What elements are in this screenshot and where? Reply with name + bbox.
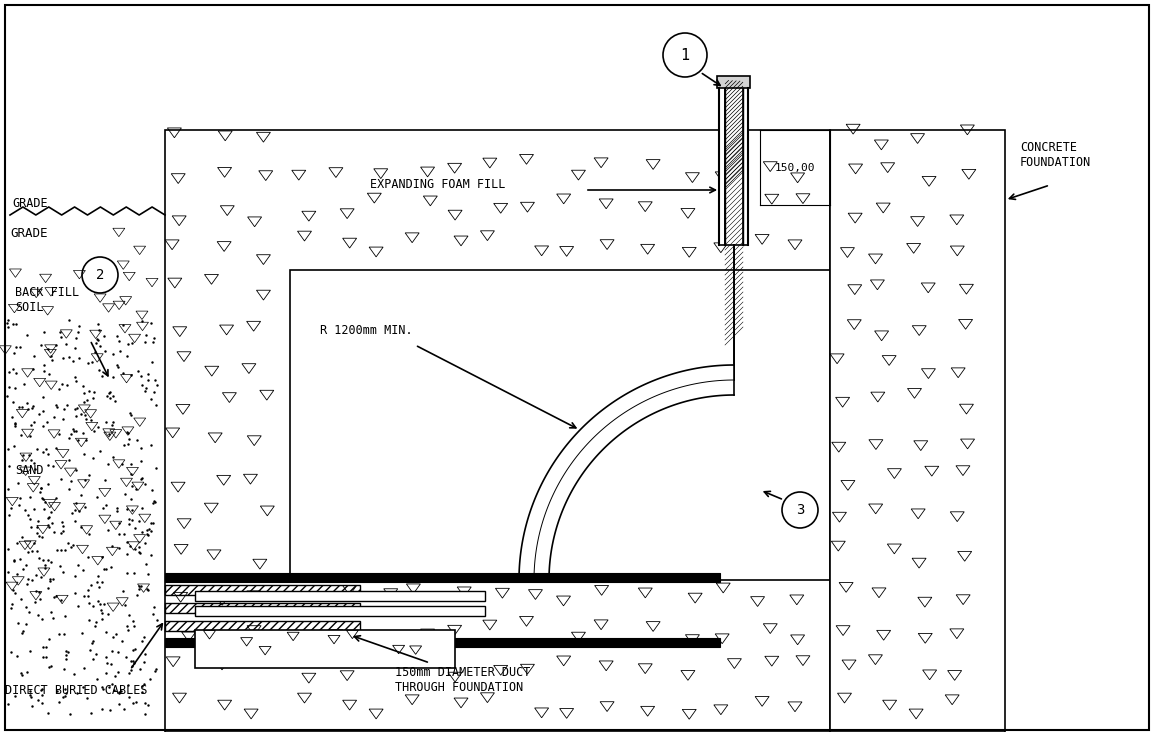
Text: GRADE: GRADE [10, 227, 47, 240]
Bar [717, 76, 750, 88]
Bar [165, 638, 720, 647]
Bar [165, 621, 360, 631]
Text: 150,00: 150,00 [774, 163, 815, 173]
Bar [725, 80, 743, 245]
Text: CONCRETE
FOUNDATION: CONCRETE FOUNDATION [1020, 141, 1092, 169]
Bar [165, 130, 830, 732]
Text: EXPANDING FOAM FILL: EXPANDING FOAM FILL [370, 179, 505, 192]
Text: BACK FILL
SOIL: BACK FILL SOIL [15, 286, 80, 314]
Bar [165, 603, 360, 613]
Bar [165, 585, 360, 595]
Text: 2: 2 [96, 268, 104, 282]
Bar [743, 80, 748, 245]
Text: SAND: SAND [15, 463, 44, 477]
Bar [195, 591, 485, 601]
Bar [830, 130, 1005, 732]
Text: 3: 3 [796, 503, 804, 517]
Text: GRADE: GRADE [12, 197, 47, 210]
Text: 150mm DIAMETER DUCT
THROUGH FOUNDATION: 150mm DIAMETER DUCT THROUGH FOUNDATION [395, 666, 531, 694]
Bar [0, 215, 165, 720]
Bar [290, 270, 830, 580]
Bar [719, 80, 725, 245]
Text: DIRECT BURIED CABLES: DIRECT BURIED CABLES [5, 684, 148, 697]
Bar [165, 573, 720, 582]
Bar [195, 630, 455, 668]
Text: 1: 1 [681, 48, 690, 62]
Bar [195, 606, 485, 616]
Text: R 1200mm MIN.: R 1200mm MIN. [320, 324, 413, 337]
